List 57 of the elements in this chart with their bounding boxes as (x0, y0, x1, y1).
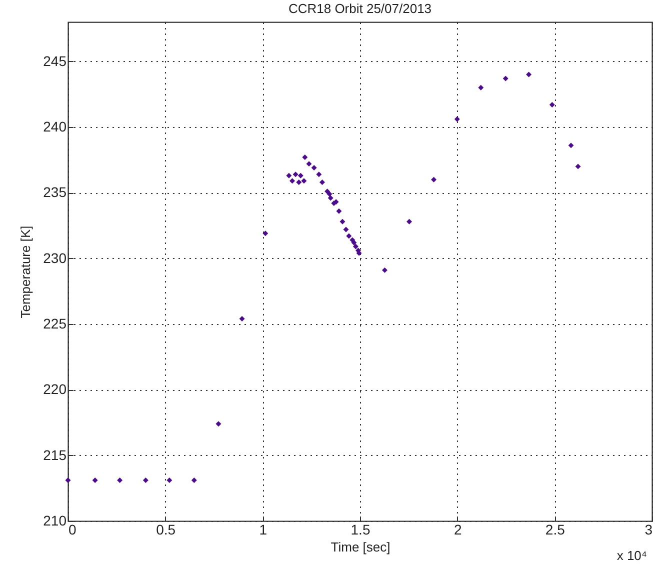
x-tick-label: 3 (644, 522, 653, 538)
point (302, 154, 308, 160)
point (478, 84, 484, 90)
point (406, 218, 412, 224)
point (382, 267, 388, 273)
point (454, 116, 460, 122)
point (65, 478, 71, 484)
point (575, 164, 581, 170)
point (319, 179, 325, 185)
point (298, 172, 304, 178)
point (296, 179, 302, 185)
point (343, 226, 349, 232)
y-tick-label: 240 (43, 118, 67, 135)
point (431, 176, 437, 182)
point (92, 478, 98, 484)
point (316, 172, 322, 178)
x-tick-label: 0.5 (156, 522, 176, 538)
point (216, 421, 222, 427)
y-tick-label: 210 (43, 512, 67, 528)
x-tick-label: 1 (259, 522, 268, 538)
point (324, 188, 330, 194)
y-tick-label: 235 (43, 184, 67, 200)
point (352, 244, 358, 250)
x-tick-label: 1.5 (350, 522, 370, 538)
point (142, 478, 148, 484)
x-tick-label: 2.5 (545, 522, 566, 538)
point (262, 230, 268, 236)
point (166, 478, 172, 484)
point (502, 76, 508, 82)
point (117, 478, 123, 484)
x-tick-label: 0 (68, 522, 76, 538)
y-tick-label: 225 (43, 316, 67, 332)
point (568, 142, 574, 148)
point (326, 191, 332, 197)
point (301, 178, 307, 184)
point (292, 172, 298, 178)
point (239, 316, 245, 322)
point (191, 478, 197, 484)
point (286, 172, 292, 178)
point (346, 233, 352, 239)
point (311, 165, 317, 170)
text: x 10⁴ (616, 548, 647, 563)
point (336, 208, 342, 214)
y-tick-label: 230 (43, 250, 67, 266)
point (306, 161, 312, 167)
chart-title: CCR18 Orbit 25/07/2013 (288, 1, 432, 16)
y-tick-label: 215 (43, 446, 67, 463)
point (290, 178, 295, 184)
x-tick-label: 2 (454, 522, 462, 538)
y-tick-label: 220 (43, 381, 67, 398)
point (328, 195, 334, 201)
x-axis-title: Time [sec] (330, 540, 390, 554)
y-tick-label: 245 (43, 52, 67, 69)
point (549, 102, 555, 108)
point (526, 72, 532, 78)
y-axis-title: Temperature [K] (18, 226, 34, 318)
point (340, 218, 346, 224)
